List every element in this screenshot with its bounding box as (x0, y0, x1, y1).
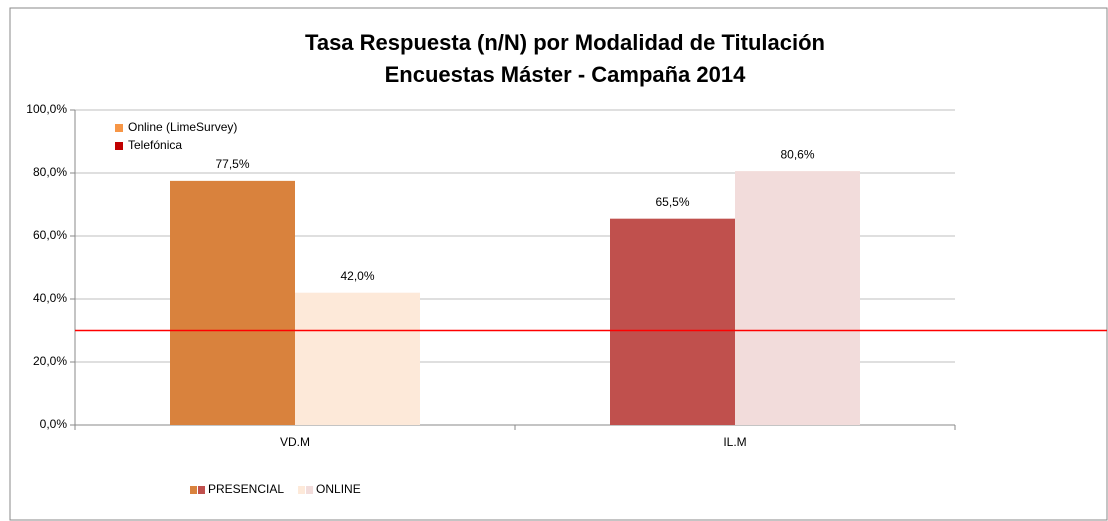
data-label: 80,6% (780, 147, 814, 161)
legend-label: Online (LimeSurvey) (128, 120, 237, 134)
legend-swatch (298, 486, 306, 494)
legend-label: PRESENCIAL (208, 482, 284, 496)
data-label: 65,5% (655, 195, 689, 209)
y-tick-label: 20,0% (33, 354, 67, 368)
legend-swatch (306, 486, 314, 494)
y-tick-label: 0,0% (40, 417, 68, 431)
y-tick-label: 40,0% (33, 291, 67, 305)
bar (735, 171, 860, 425)
y-tick-label: 100,0% (26, 102, 67, 116)
legend-label: ONLINE (316, 482, 361, 496)
y-tick-label: 60,0% (33, 228, 67, 242)
legend-swatch (115, 124, 123, 132)
chart-title: Encuestas Máster - Campaña 2014 (385, 62, 746, 87)
legend-swatch (198, 486, 205, 494)
data-label: 42,0% (340, 269, 374, 283)
x-tick-label: IL.M (723, 435, 746, 449)
bar (295, 292, 420, 425)
data-label: 77,5% (215, 157, 249, 171)
x-tick-label: VD.M (280, 435, 310, 449)
legend-label: Telefónica (128, 138, 182, 152)
bar (610, 218, 735, 425)
chart-title: Tasa Respuesta (n/N) por Modalidad de Ti… (305, 30, 825, 55)
bar (170, 180, 295, 425)
y-tick-label: 80,0% (33, 165, 67, 179)
legend-swatch (115, 142, 123, 150)
legend-swatch (190, 486, 197, 494)
